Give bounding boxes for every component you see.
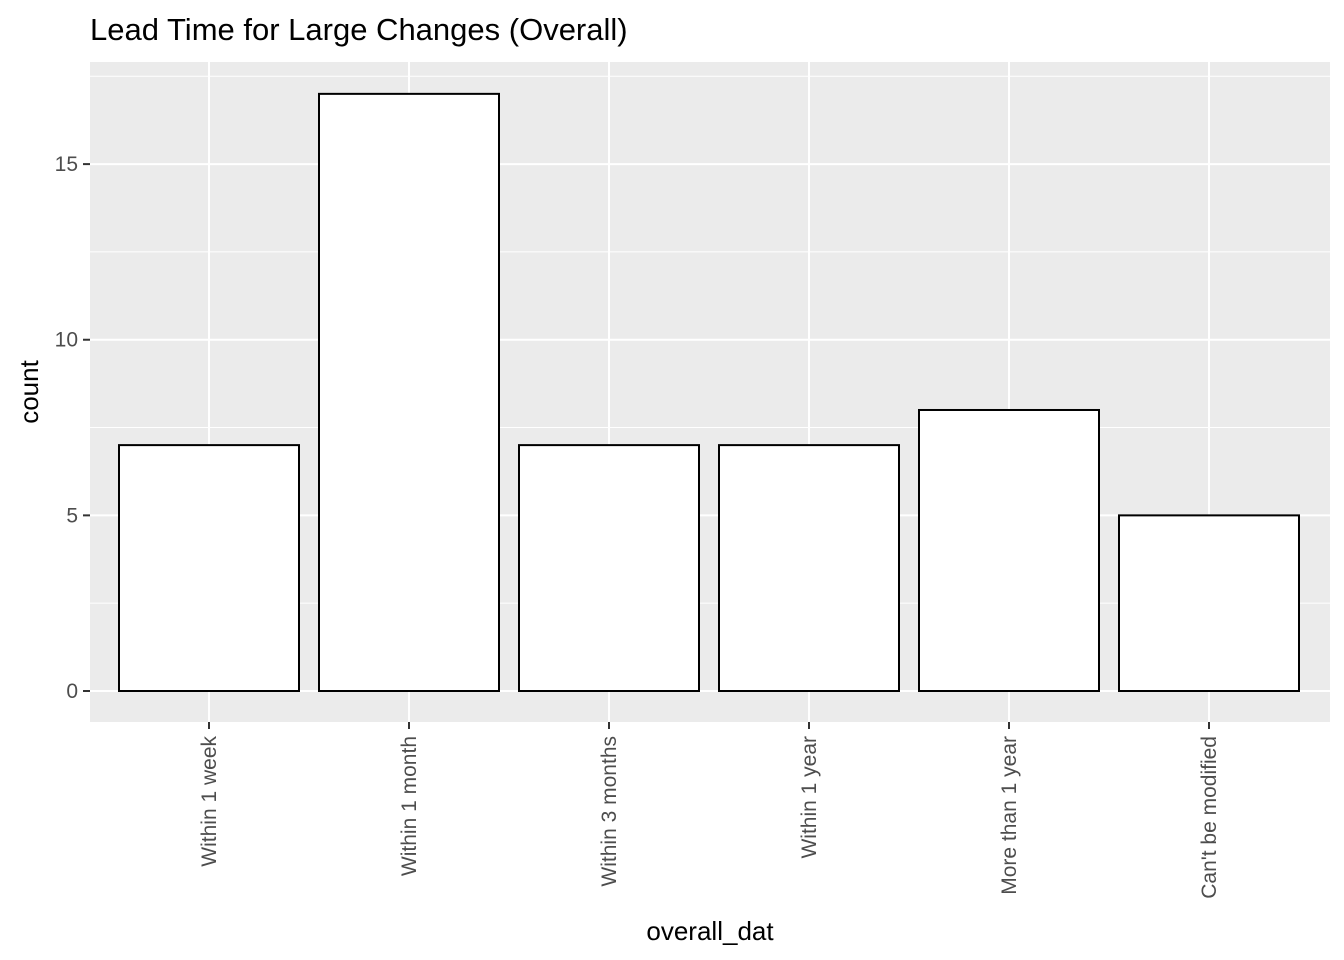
bar-4 bbox=[918, 408, 1100, 692]
x-tick-label-5: Can't be modified bbox=[1198, 736, 1221, 899]
x-tick-label-2: Within 3 months bbox=[598, 736, 621, 887]
bar-1 bbox=[318, 92, 500, 693]
chart-title: Lead Time for Large Changes (Overall) bbox=[90, 12, 628, 47]
y-tick-label-1: 5 bbox=[66, 504, 78, 527]
y-axis-title: count bbox=[14, 359, 44, 423]
x-tick-label-4: More than 1 year bbox=[998, 736, 1021, 895]
bar-0 bbox=[118, 444, 300, 692]
x-axis: Within 1 week Within 1 month Within 3 mont… bbox=[198, 722, 1221, 899]
y-tick-label-3: 15 bbox=[55, 153, 78, 176]
x-tick-label-0: Within 1 week bbox=[198, 736, 221, 867]
x-axis-title: overall_dat bbox=[646, 916, 774, 946]
y-axis: 0 5 10 15 bbox=[55, 153, 90, 703]
y-tick-label-2: 10 bbox=[55, 329, 78, 352]
bar-5 bbox=[1118, 514, 1300, 692]
bar-3 bbox=[718, 444, 900, 692]
y-tick-label-0: 0 bbox=[66, 680, 78, 703]
x-tick-label-1: Within 1 month bbox=[398, 736, 421, 876]
bars bbox=[118, 92, 1300, 693]
bar-2 bbox=[518, 444, 700, 692]
x-tick-label-3: Within 1 year bbox=[798, 736, 821, 859]
